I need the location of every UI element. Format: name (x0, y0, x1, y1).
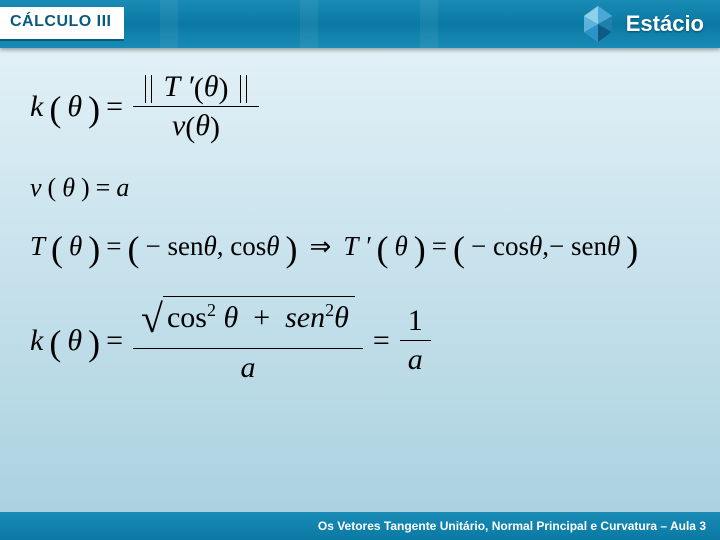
eq4-fraction2: 1 a (400, 302, 431, 379)
eq4-exp2: 2 (325, 300, 334, 320)
equation-1: k (θ) = T ′(θ) v(θ) (30, 68, 690, 145)
eq4-cos: cos (167, 301, 207, 334)
eq3-arg: θ (69, 231, 82, 262)
eq3-T: T (30, 231, 45, 262)
eq1-den-arg: θ (195, 109, 210, 142)
header-stripe (160, 0, 178, 48)
equation-3: T (θ) = ( − senθ, cosθ ) ⇒ T ′ (θ) = ( −… (30, 231, 690, 262)
eq1-fraction: T ′(θ) v(θ) (133, 68, 259, 145)
eq1-Tprime: T ′ (164, 70, 194, 103)
equation-4: k (θ) = √ cos2 θ + sen2θ a = 1 a (30, 294, 690, 387)
sqrt: √ cos2 θ + sen2θ (141, 296, 355, 335)
eq3-p2a: − cos (471, 231, 529, 261)
eq1-k: k (30, 90, 43, 124)
eq3-p2b: − sen (549, 231, 607, 261)
footer-text: Os Vetores Tangente Unitário, Normal Pri… (318, 519, 706, 533)
eq3-p1a: − sen (146, 231, 204, 261)
eq2-v: v (30, 173, 42, 203)
header-stripe (300, 0, 318, 48)
eq3-rarg: θ (395, 231, 408, 262)
eq3-Tprime: T ′ (343, 231, 370, 262)
eq4-arg: θ (67, 324, 82, 358)
brand-text: Estácio (626, 11, 704, 37)
eq2-a: a (116, 173, 129, 203)
eq1-v: v (172, 109, 185, 142)
header-stripe (420, 0, 438, 48)
eq4-k: k (30, 324, 43, 358)
header-bar: CÁLCULO III Estácio (0, 0, 720, 48)
eq4-plus: + (253, 301, 270, 334)
eq2-arg: θ (62, 173, 75, 203)
eq4-num: 1 (400, 302, 431, 340)
eq4-den: a (240, 351, 255, 384)
eq3-p1b: cos (230, 231, 266, 261)
brand-logo: Estácio (578, 4, 704, 44)
implies-arrow: ⇒ (310, 232, 332, 262)
eq1-arg: θ (67, 90, 82, 124)
equation-2: v (θ) = a (30, 173, 690, 203)
eq4-fraction1: √ cos2 θ + sen2θ a (133, 294, 363, 387)
eq1-num-arg: θ (204, 70, 219, 103)
slide-content: k (θ) = T ′(θ) v(θ) v (θ) = a T (θ) = ( … (0, 48, 720, 512)
eq4-exp1: 2 (207, 300, 216, 320)
course-title: CÁLCULO III (0, 7, 124, 41)
eq4-sen: sen (285, 301, 325, 334)
footer-bar: Os Vetores Tangente Unitário, Normal Pri… (0, 512, 720, 540)
norm-bars: T ′(θ) (141, 70, 251, 103)
eq4-rden: a (408, 343, 423, 376)
logo-icon (578, 4, 618, 44)
